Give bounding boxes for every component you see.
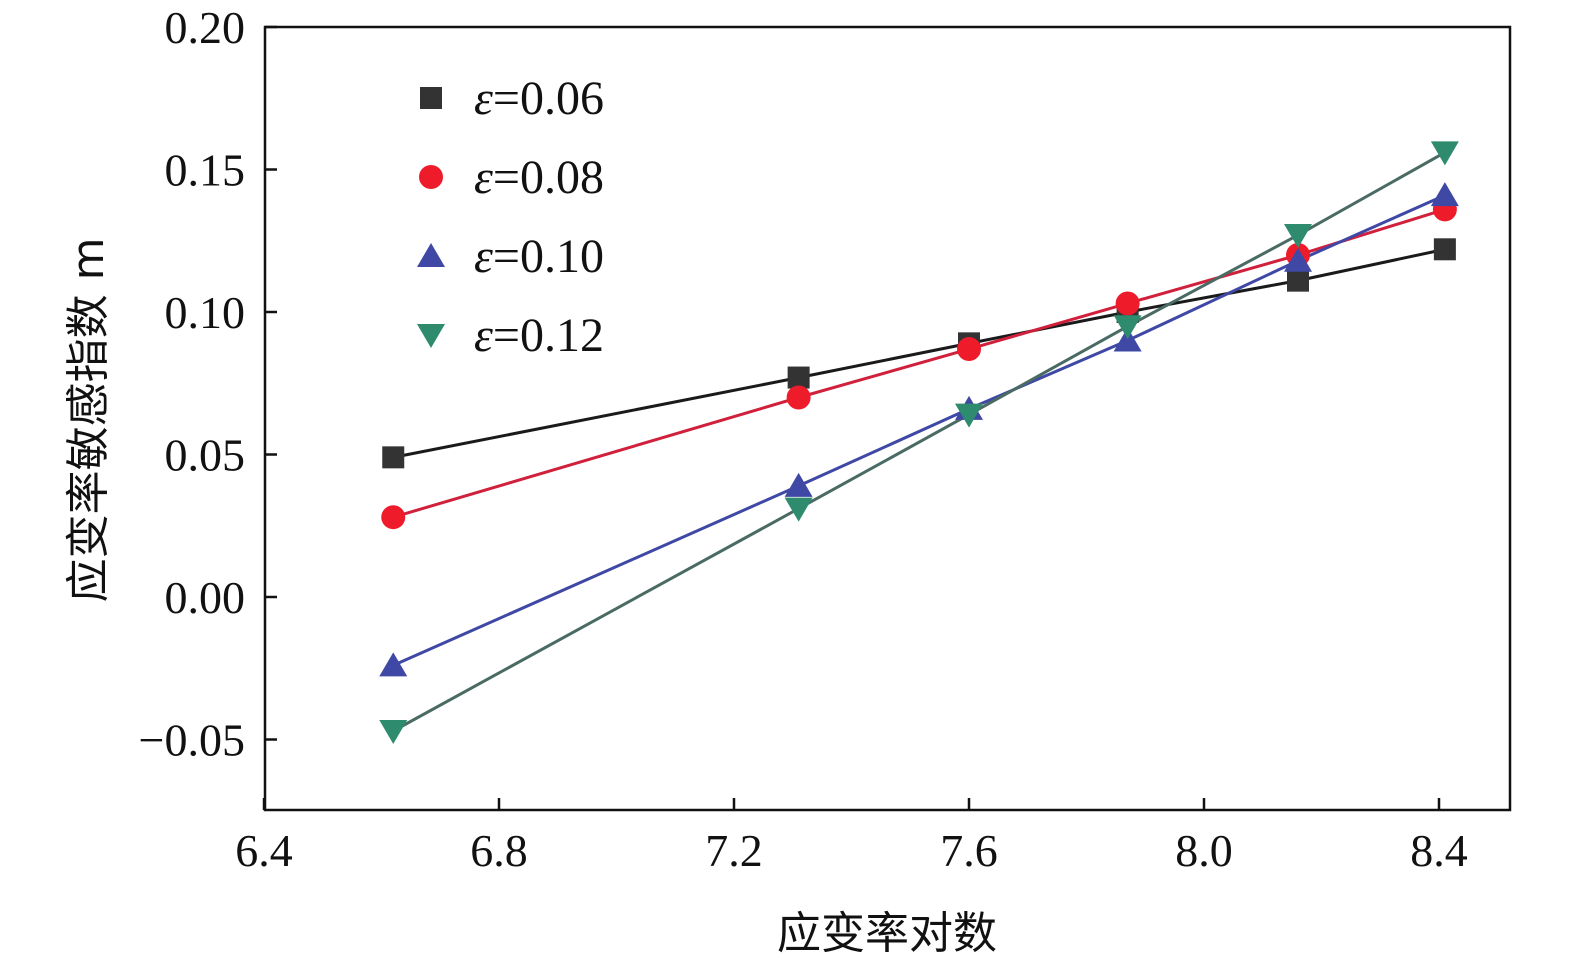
data-point bbox=[1287, 269, 1309, 292]
data-point bbox=[381, 505, 406, 530]
data-point bbox=[957, 337, 981, 362]
data-point bbox=[1430, 141, 1459, 166]
x-tick-label: 7.6 bbox=[940, 825, 998, 876]
data-point bbox=[379, 652, 408, 677]
y-tick-label: 0.05 bbox=[165, 430, 246, 481]
legend: ε=0.06 ε=0.08 ε=0.10 ε=0.12 bbox=[417, 72, 604, 362]
legend-marker bbox=[417, 324, 445, 348]
axis-ticks: 6.4 6.8 7.2 7.6 8.0 8.4 −0.05 0.00 0.05 0.10 0.15 0… bbox=[139, 2, 1468, 876]
data-point bbox=[1113, 327, 1142, 352]
x-tick-label: 8.0 bbox=[1175, 825, 1233, 876]
data-point bbox=[379, 719, 408, 744]
y-tick-label: −0.05 bbox=[139, 715, 245, 766]
y-axis-title: 应变率敏感指数 m bbox=[63, 238, 114, 603]
series-markers bbox=[379, 141, 1459, 744]
data-point bbox=[784, 472, 813, 497]
data-point bbox=[784, 497, 813, 522]
series-line-2 bbox=[392, 193, 1446, 667]
plot-frame bbox=[263, 25, 1512, 812]
legend-marker bbox=[419, 165, 443, 189]
x-axis-title: 应变率对数 bbox=[777, 908, 997, 959]
series-line-3 bbox=[392, 151, 1446, 733]
x-tick-label: 8.4 bbox=[1410, 825, 1468, 876]
legend-marker bbox=[420, 87, 442, 109]
legend-label: ε=0.08 bbox=[474, 151, 604, 204]
x-tick-label: 7.2 bbox=[705, 825, 763, 876]
y-tick-label: 0.15 bbox=[165, 145, 246, 196]
data-point bbox=[1115, 291, 1140, 316]
data-point bbox=[382, 446, 405, 469]
legend-marker bbox=[417, 243, 445, 267]
legend-label: ε=0.06 bbox=[474, 72, 604, 125]
data-point bbox=[1284, 247, 1312, 272]
y-tick-label: 0.20 bbox=[165, 2, 246, 53]
data-point bbox=[1430, 182, 1459, 207]
data-point bbox=[955, 403, 983, 428]
series-lines bbox=[392, 151, 1446, 733]
data-point bbox=[786, 385, 811, 410]
legend-label: ε=0.10 bbox=[474, 230, 604, 283]
data-point bbox=[1433, 238, 1456, 261]
series-line-1 bbox=[392, 207, 1446, 519]
y-tick-label: 0.10 bbox=[165, 287, 246, 338]
data-point bbox=[1284, 224, 1312, 249]
x-tick-label: 6.4 bbox=[235, 825, 293, 876]
x-tick-label: 6.8 bbox=[470, 825, 528, 876]
y-tick-label: 0.00 bbox=[165, 572, 246, 623]
data-point bbox=[787, 366, 810, 389]
legend-label: ε=0.12 bbox=[474, 309, 604, 362]
data-point bbox=[1113, 315, 1142, 340]
